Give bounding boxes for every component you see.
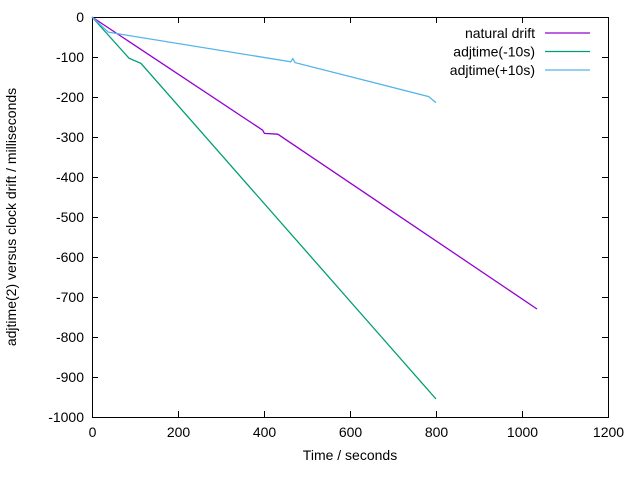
y-tick-label: -700: [56, 289, 84, 305]
x-tick-label: 400: [253, 424, 277, 440]
x-tick-label: 600: [339, 424, 363, 440]
series-line-natural-drift: [91, 16, 538, 310]
x-axis-label: Time / seconds: [303, 447, 397, 463]
x-tick-label: 0: [89, 424, 97, 440]
y-tick-label: -400: [56, 169, 84, 185]
legend-label-adjtime-10s: adjtime(+10s): [450, 62, 535, 78]
series-line-adjtime-10s: [91, 16, 437, 400]
y-tick-label: -1000: [48, 409, 84, 425]
y-tick-label: -600: [56, 249, 84, 265]
x-tick-label: 200: [167, 424, 191, 440]
x-tick-label: 1200: [593, 424, 624, 440]
y-tick-label: -900: [56, 369, 84, 385]
y-tick-label: -100: [56, 49, 84, 65]
y-tick-label: -800: [56, 329, 84, 345]
y-tick-label: -200: [56, 89, 84, 105]
series-line-adjtime-10s: [91, 16, 437, 104]
x-tick-label: 1000: [507, 424, 538, 440]
y-tick-label: -500: [56, 209, 84, 225]
x-tick-label: 800: [425, 424, 449, 440]
y-axis-label: adjtime(2) versus clock drift / millisec…: [3, 88, 19, 346]
y-tick-label: 0: [76, 9, 84, 25]
legend-label-adjtime-10s: adjtime(-10s): [453, 44, 535, 60]
legend-label-natural-drift: natural drift: [465, 25, 535, 41]
y-tick-label: -300: [56, 129, 84, 145]
